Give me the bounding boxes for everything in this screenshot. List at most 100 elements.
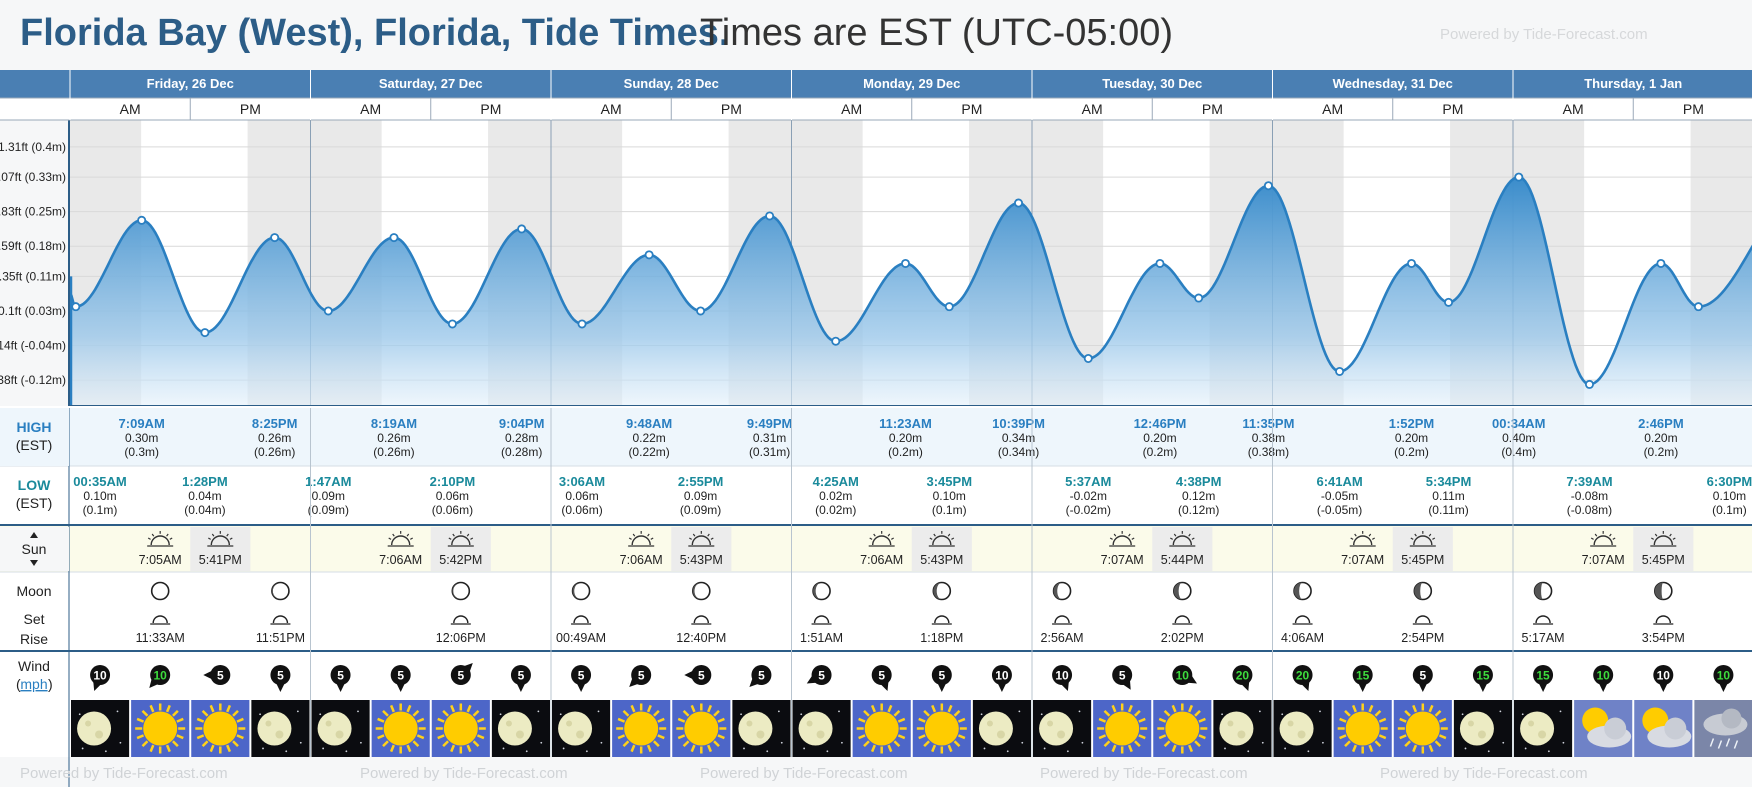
high-height-m: 0.30m — [125, 431, 158, 445]
high-height-m: 0.20m — [1143, 431, 1176, 445]
wind-indicator: 20 — [1232, 665, 1253, 691]
footer-strip — [0, 757, 1752, 787]
day-header-4: Tuesday, 30 Dec — [1102, 76, 1202, 91]
wind-indicator: 10 — [991, 665, 1012, 692]
moon-horizon-arc — [1655, 615, 1672, 624]
moon-weather-icon — [792, 700, 851, 757]
sun-ray — [382, 740, 389, 748]
sunrise-arc — [871, 535, 892, 546]
wind-circle — [90, 665, 111, 685]
moon-crater — [265, 720, 272, 727]
sun-disc — [1165, 711, 1200, 746]
sun-ray — [953, 709, 961, 717]
sun-ray — [890, 537, 894, 540]
low-time: 4:25AM — [813, 474, 859, 489]
sun-ray — [1127, 704, 1133, 713]
sun-ray — [1368, 704, 1374, 713]
sun-ray — [893, 709, 901, 717]
wind-speed: 20 — [1296, 669, 1310, 683]
sun-ray — [931, 744, 937, 753]
low-time: 5:34PM — [1426, 474, 1472, 489]
high-height-m: 0.28m — [505, 431, 538, 445]
sun-ray — [1428, 744, 1434, 753]
wind-circle — [991, 665, 1012, 685]
sun-ray — [887, 704, 893, 713]
moon-shadow — [933, 582, 942, 600]
sun-ray — [707, 744, 713, 753]
day-header-2: Sunday, 28 Dec — [624, 76, 719, 91]
high-height-paren: (0.3m) — [124, 445, 159, 459]
star — [1464, 747, 1467, 750]
wind-circle — [631, 665, 652, 685]
sunrise-icon — [628, 531, 655, 547]
moon-face — [558, 711, 593, 746]
powered-by-top[interactable]: Powered by Tide-Forecast.com — [1440, 26, 1648, 43]
sun-ray — [437, 717, 445, 723]
day-header-3: Monday, 29 Dec — [863, 76, 960, 91]
star — [1547, 750, 1550, 753]
powered-by-bottom: Powered by Tide-Forecast.com — [360, 765, 568, 782]
star — [559, 713, 562, 716]
y-tick-label: 1.31ft (0.4m) — [0, 140, 66, 154]
star — [1499, 710, 1502, 713]
sun-ray — [1594, 533, 1598, 537]
wind-speed: 10 — [154, 669, 168, 683]
low-height-paren: (-0.05m) — [1317, 503, 1362, 517]
star — [1559, 710, 1562, 713]
wind-indicator: 5 — [450, 663, 473, 685]
wind-unit-link[interactable]: mph — [20, 676, 47, 692]
wind-arrow-head — [1599, 683, 1608, 692]
sun-ray — [1344, 740, 1351, 748]
high-label-cell — [0, 408, 69, 466]
sun-weather-icon — [1393, 700, 1452, 757]
moon-weather-icon — [1514, 700, 1573, 757]
sunrise-time: 7:06AM — [620, 553, 663, 567]
tide-point — [1335, 366, 1345, 376]
wind-speed: 10 — [93, 669, 107, 683]
high-height-paren: (0.26m) — [254, 445, 295, 459]
day-header-6: Thursday, 1 Jan — [1584, 76, 1682, 91]
sun-ray — [232, 740, 239, 748]
day-header-0: Friday, 26 Dec — [147, 76, 234, 91]
wind-circle — [1112, 665, 1133, 685]
sun-ray — [1438, 734, 1447, 740]
sun-ray — [1651, 537, 1655, 540]
sun-ray — [1103, 740, 1111, 748]
wind-arrow-head — [1478, 683, 1487, 692]
axis-background — [0, 108, 70, 406]
tide-point — [1584, 379, 1594, 389]
low-time: 2:10PM — [430, 474, 476, 489]
sun-ray — [136, 734, 145, 740]
sun-ray — [229, 537, 233, 540]
moon-crater — [1227, 720, 1234, 727]
moon-weather-icon — [1033, 700, 1092, 757]
star — [345, 750, 348, 753]
sunrise-arc — [390, 535, 411, 546]
sun-ray — [632, 533, 636, 537]
sun-ray — [887, 533, 891, 537]
moon-crater — [746, 720, 753, 727]
wind-arrow-head — [749, 678, 759, 687]
moon-face — [798, 711, 833, 746]
sort-up-icon[interactable] — [30, 532, 38, 538]
sun-ray — [450, 704, 456, 713]
star — [78, 713, 81, 716]
sunset-time: 5:41PM — [199, 553, 242, 567]
sunrise-arc — [150, 535, 170, 546]
high-row — [0, 408, 1752, 466]
sun-ray — [863, 709, 870, 717]
star — [116, 710, 119, 713]
sort-down-icon[interactable] — [30, 560, 38, 566]
low-row — [0, 466, 1752, 524]
wind-arrow-head — [684, 670, 693, 680]
sun-ray — [1171, 704, 1177, 713]
sun-label: Sun — [22, 541, 47, 557]
wind-circle — [390, 665, 411, 685]
high-height-m: 0.22m — [632, 431, 665, 445]
wind-arrow-head — [1187, 675, 1197, 684]
wind-speed: 5 — [698, 669, 705, 683]
star — [1521, 713, 1524, 716]
wind-arrow-head — [629, 678, 638, 687]
wind-circle — [751, 665, 772, 685]
